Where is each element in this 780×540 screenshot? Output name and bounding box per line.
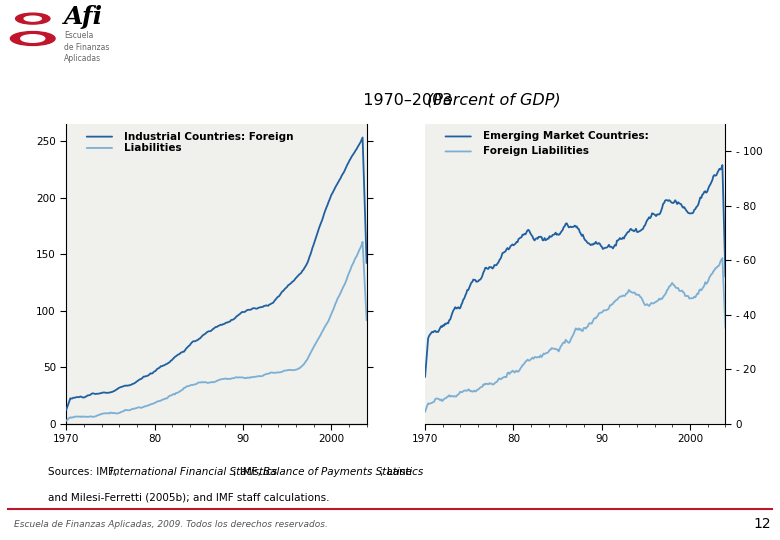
Text: Emerging Market Countries:: Emerging Market Countries: bbox=[483, 131, 648, 141]
Text: Balance of Payments Statistics: Balance of Payments Statistics bbox=[263, 467, 423, 477]
Text: (Percent of GDP): (Percent of GDP) bbox=[427, 93, 560, 108]
Text: Integración Financiera Internacional y Crisis Financieras Internacionales.  Emil: Integración Financiera Internacional y C… bbox=[9, 69, 512, 79]
Text: Escuela de Finanzas Aplicadas, 2009. Todos los derechos reservados.: Escuela de Finanzas Aplicadas, 2009. Tod… bbox=[14, 519, 328, 529]
Text: 12: 12 bbox=[753, 517, 771, 531]
Ellipse shape bbox=[16, 13, 50, 24]
Ellipse shape bbox=[24, 16, 41, 21]
Text: Liabilities: Liabilities bbox=[124, 143, 181, 153]
Text: Industrial Countries: Foreign: Industrial Countries: Foreign bbox=[124, 132, 293, 141]
Ellipse shape bbox=[21, 35, 44, 42]
Text: Escuela
de Finanzas
Aplicadas: Escuela de Finanzas Aplicadas bbox=[64, 31, 109, 64]
Text: and Milesi-Ferretti (2005b); and IMF staff calculations.: and Milesi-Ferretti (2005b); and IMF sta… bbox=[48, 492, 330, 503]
Text: Afi: Afi bbox=[64, 5, 103, 29]
Text: Foreign Liabilities: Foreign Liabilities bbox=[483, 146, 589, 157]
Ellipse shape bbox=[10, 31, 55, 45]
Text: Sources: IMF,: Sources: IMF, bbox=[48, 467, 121, 477]
Text: International Financial Statistics: International Financial Statistics bbox=[110, 467, 277, 477]
Text: 1970–2003: 1970–2003 bbox=[353, 93, 457, 108]
Text: ; Lane: ; Lane bbox=[380, 467, 412, 477]
Text: ; IMF,: ; IMF, bbox=[233, 467, 264, 477]
